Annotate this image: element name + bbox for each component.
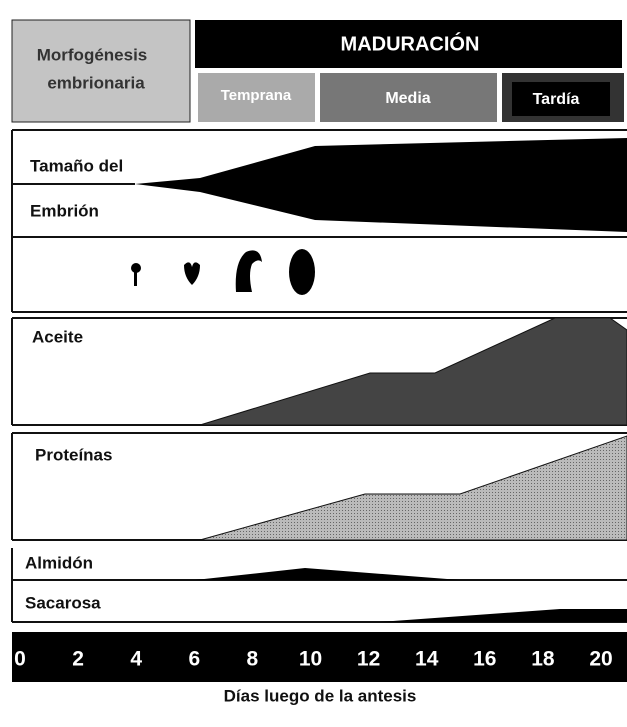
phase-late-inner bbox=[512, 82, 610, 116]
row-frames bbox=[11, 129, 627, 623]
tick-label: 14 bbox=[415, 648, 439, 671]
phase-label: Tardía bbox=[533, 91, 580, 108]
embryo-mature bbox=[289, 249, 315, 295]
phase-label: Temprana bbox=[221, 87, 292, 104]
embryo-torpedo bbox=[235, 250, 262, 292]
tick-label: 12 bbox=[357, 648, 380, 671]
phase-early bbox=[198, 73, 315, 122]
maturation-title: MADURACIÓN bbox=[341, 31, 480, 55]
row-label: Embrión bbox=[30, 201, 99, 220]
row-label: Sacarosa bbox=[25, 593, 101, 612]
embryo-suspensor bbox=[134, 268, 137, 286]
phase-label: Media bbox=[385, 90, 430, 107]
protein-profile bbox=[199, 435, 627, 541]
row-label: Almidón bbox=[25, 553, 93, 572]
tick-label: 16 bbox=[473, 648, 496, 671]
embryo-icons bbox=[131, 249, 315, 295]
row-label: Aceite bbox=[32, 327, 83, 346]
tick-label: 4 bbox=[130, 648, 142, 671]
header-left-line: Morfogénesis bbox=[37, 45, 148, 64]
embryo-heart bbox=[184, 262, 200, 285]
tick-label: 20 bbox=[589, 648, 612, 671]
header-left-line: embrionaria bbox=[47, 73, 145, 92]
row-label: Tamaño del bbox=[30, 156, 123, 175]
axis-ticks: 0 2 4 6 8 10 12 14 16 18 20 bbox=[14, 648, 613, 671]
size-profile bbox=[135, 138, 627, 232]
axis-bar bbox=[12, 632, 627, 682]
phase-mid bbox=[320, 73, 497, 122]
tick-label: 18 bbox=[531, 648, 555, 671]
oil-profile bbox=[199, 317, 627, 426]
tick-label: 0 bbox=[14, 648, 26, 671]
row-label: Proteínas bbox=[35, 445, 112, 464]
sucrose-profile bbox=[380, 609, 627, 622]
tick-label: 8 bbox=[247, 648, 259, 671]
frame-size bbox=[11, 129, 627, 313]
starch-profile bbox=[195, 568, 460, 580]
maturation-bar bbox=[195, 20, 622, 68]
tick-label: 10 bbox=[299, 648, 322, 671]
tick-label: 6 bbox=[188, 648, 200, 671]
tick-label: 2 bbox=[72, 648, 84, 671]
morphogenesis-box bbox=[11, 19, 191, 123]
axis-label: Días luego de la antesis bbox=[224, 686, 417, 705]
